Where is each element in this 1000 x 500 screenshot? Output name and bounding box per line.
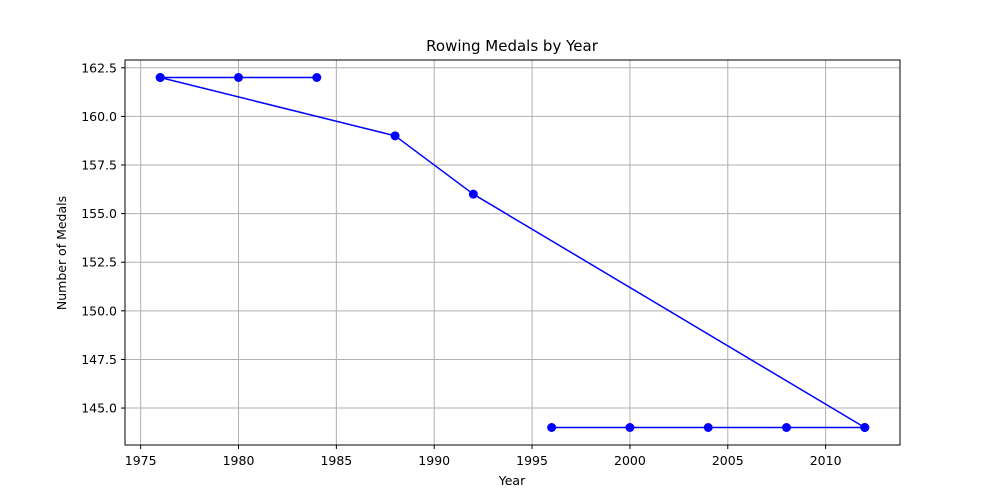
x-tick-label: 2005 [712,453,744,468]
x-tick-label: 1990 [418,453,450,468]
x-tick-label: 1980 [223,453,255,468]
y-tick-label: 162.5 [81,60,117,75]
y-tick-label: 155.0 [81,206,117,221]
data-point [468,189,478,199]
x-tick-label: 1995 [516,453,548,468]
x-tick-label: 1975 [125,453,157,468]
data-point [155,73,165,82]
data-point [547,423,557,432]
x-tick-label: 1985 [320,453,352,468]
series-group [155,73,870,432]
series-line [159,76,866,429]
x-tick-label: 2010 [810,453,842,468]
y-tick-label: 160.0 [81,109,117,124]
y-tick-label: 152.5 [81,255,117,270]
x-tick-label: 2000 [614,453,646,468]
y-axis-ticks: 145.0 147.5 150.0 152.5 155.0 157.5 160.0 162.5 [81,60,125,416]
data-point [703,423,713,432]
chart-title: Rowing Medals by Year [426,37,599,55]
grid [125,60,900,445]
y-tick-label: 147.5 [81,352,117,367]
data-point [781,423,791,432]
y-axis-label: Number of Medals [54,196,69,310]
plot-frame [124,59,901,446]
data-point [860,423,870,432]
data-point [625,423,635,432]
data-point [390,131,400,141]
y-tick-label: 157.5 [81,158,117,173]
x-axis-ticks: 1975 1980 1985 1990 1995 2000 2005 2010 [125,445,842,468]
data-point [234,73,244,82]
y-tick-label: 145.0 [81,401,117,416]
y-tick-label: 150.0 [81,303,117,318]
data-point [312,73,322,82]
x-axis-label: Year [498,473,526,488]
